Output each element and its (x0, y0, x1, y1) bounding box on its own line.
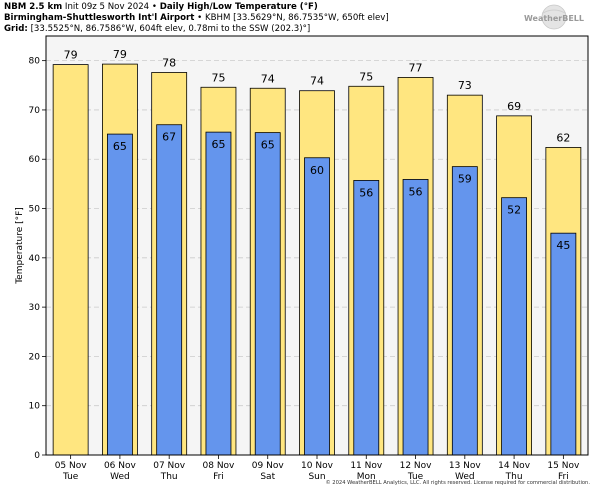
low-value-label: 45 (556, 239, 570, 252)
low-value-label: 67 (162, 131, 176, 144)
low-bar (205, 131, 232, 456)
x-tick-day: Wed (110, 472, 130, 482)
header-line-grid: Grid: [33.5525°N, 86.7586°W, 604ft elev,… (4, 24, 389, 35)
x-tick-date: 08 Nov (203, 461, 236, 471)
x-tick-day: Tue (407, 472, 424, 482)
high-value-label: 78 (162, 56, 176, 69)
copyright-footer: © 2024 WeatherBELL Analytics, LLC. All r… (325, 480, 590, 486)
low-value-label: 65 (261, 139, 275, 152)
low-value-label: 56 (359, 186, 373, 199)
high-value-label: 69 (507, 100, 521, 113)
low-bar (304, 157, 330, 456)
low-value-label: 52 (507, 204, 521, 217)
high-value-label: 75 (211, 71, 225, 84)
x-tick-date: 05 Nov (55, 461, 88, 471)
x-tick-day: Mon (357, 472, 376, 482)
high-value-label: 62 (556, 131, 570, 144)
low-value-label: 59 (458, 173, 472, 186)
header-line-model: NBM 2.5 km Init 09z 5 Nov 2024 • Daily H… (4, 2, 389, 13)
x-tick-day: Sat (260, 472, 275, 482)
x-tick-day: Thu (160, 472, 178, 482)
low-value-label: 56 (409, 185, 423, 198)
low-value-label: 65 (211, 138, 225, 151)
y-tick-label: 30 (29, 303, 41, 313)
model-name: NBM 2.5 km (4, 2, 63, 12)
high-value-label: 74 (310, 75, 324, 88)
low-bar (451, 166, 478, 456)
x-tick-day: Fri (558, 472, 569, 482)
x-tick-day: Sun (308, 472, 325, 482)
header-line-station: Birmingham-Shuttlesworth Int'l Airport •… (4, 13, 389, 24)
low-value-label: 65 (113, 140, 127, 153)
logo-text: WeatherBELL (524, 14, 584, 23)
x-tick-date: 12 Nov (400, 461, 433, 471)
high-value-label: 75 (359, 70, 373, 83)
x-tick-date: 10 Nov (301, 461, 334, 471)
low-bar (501, 197, 527, 456)
plot-area: 0 10 20 30 40 50 60 70 80 Temperature [°F] 79 05 No… (15, 35, 589, 482)
y-tick-label: 60 (29, 155, 41, 165)
high-value-label: 79 (64, 49, 78, 62)
y-tick-label: 0 (34, 451, 40, 461)
low-bar (402, 179, 429, 456)
x-tick-date: 09 Nov (252, 461, 285, 471)
chart-header: NBM 2.5 km Init 09z 5 Nov 2024 • Daily H… (4, 2, 389, 35)
low-bar (254, 132, 281, 456)
high-bar (52, 64, 89, 456)
high-value-label: 73 (458, 79, 472, 92)
low-bar (353, 180, 380, 456)
x-tick-day: Tue (62, 472, 79, 482)
y-tick-label: 40 (29, 254, 41, 264)
y-tick-label: 10 (29, 402, 41, 412)
x-tick-day: Wed (455, 472, 475, 482)
x-tick-date: 14 Nov (498, 461, 531, 471)
low-bar (550, 232, 577, 456)
station-info: KBHM [33.5629°N, 86.7535°W, 650ft elev] (204, 13, 389, 23)
x-tick-date: 11 Nov (350, 461, 383, 471)
grid-label: Grid: (4, 24, 28, 34)
high-value-label: 77 (409, 61, 423, 74)
header-separator: • (197, 13, 203, 23)
x-tick-date: 15 Nov (547, 461, 580, 471)
chart-title: Daily High/Low Temperature (°F) (159, 2, 318, 12)
plot-frame (45, 35, 589, 456)
high-value-label: 79 (113, 48, 127, 61)
low-value-label: 60 (310, 164, 324, 177)
y-tick-label: 70 (29, 106, 41, 116)
y-tick-label: 20 (29, 352, 41, 362)
weatherbell-logo: WeatherBELL (524, 4, 584, 30)
y-axis-label: Temperature [°F] (15, 207, 25, 285)
x-tick-date: 06 Nov (104, 461, 137, 471)
grid-info: [33.5525°N, 86.7586°W, 604ft elev, 0.78m… (30, 24, 311, 34)
header-separator: • (151, 2, 157, 12)
x-tick-date: 13 Nov (449, 461, 482, 471)
high-value-label: 74 (261, 72, 275, 85)
low-bar (156, 124, 183, 456)
y-tick-label: 80 (29, 57, 41, 67)
x-tick-day: Thu (505, 472, 523, 482)
station-name: Birmingham-Shuttlesworth Int'l Airport (4, 13, 195, 23)
x-tick-day: Fri (213, 472, 224, 482)
init-time: Init 09z 5 Nov 2024 (64, 2, 150, 12)
low-bar (107, 133, 133, 456)
y-tick-label: 50 (29, 205, 41, 215)
logo-swoosh (542, 9, 566, 14)
x-tick-date: 07 Nov (153, 461, 186, 471)
